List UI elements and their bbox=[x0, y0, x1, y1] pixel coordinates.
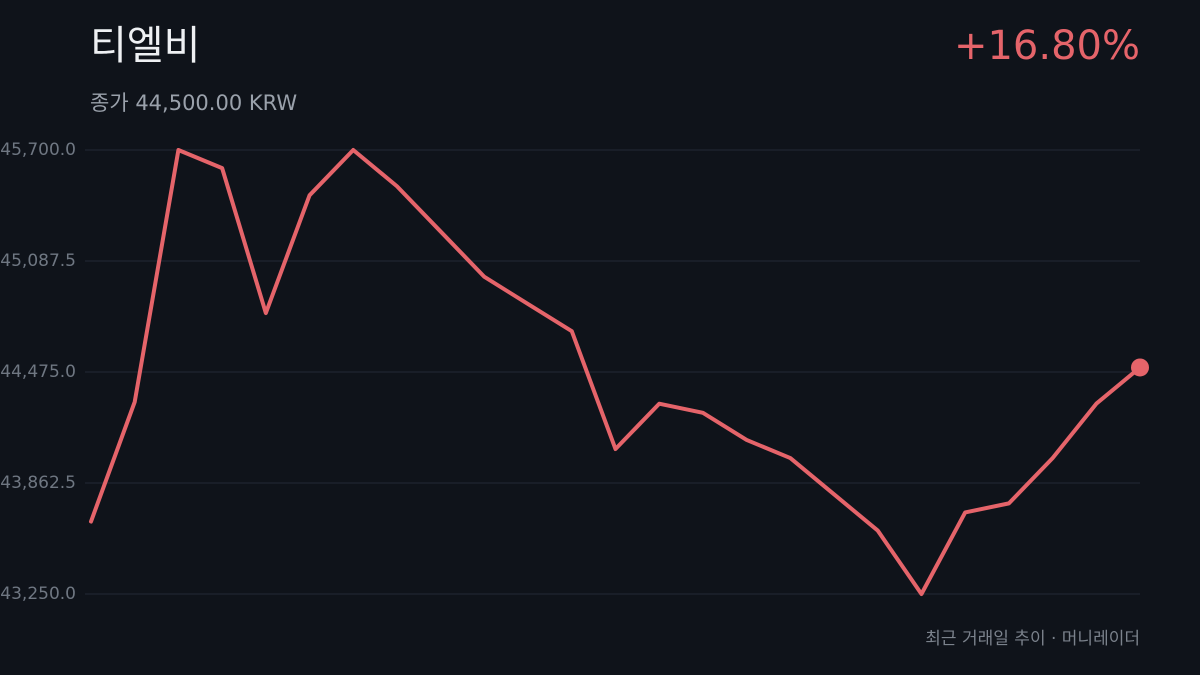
last-point bbox=[1131, 358, 1149, 377]
price-change: +16.80% bbox=[954, 23, 1140, 69]
chart-title: 티엘비 bbox=[90, 23, 200, 69]
price-line bbox=[89, 148, 1142, 596]
y-tick-label: 43,862.5 bbox=[0, 473, 76, 493]
footer-note: 최근 거래일 추이 · 머니레이더 bbox=[925, 629, 1140, 649]
chart-subtitle: 종가 44,500.00 KRW bbox=[90, 91, 297, 115]
y-tick-label: 44,475.0 bbox=[0, 362, 76, 382]
y-tick-label: 45,700.0 bbox=[0, 140, 76, 160]
y-tick-label: 43,250.0 bbox=[0, 584, 76, 604]
y-tick-label: 45,087.5 bbox=[0, 251, 76, 271]
